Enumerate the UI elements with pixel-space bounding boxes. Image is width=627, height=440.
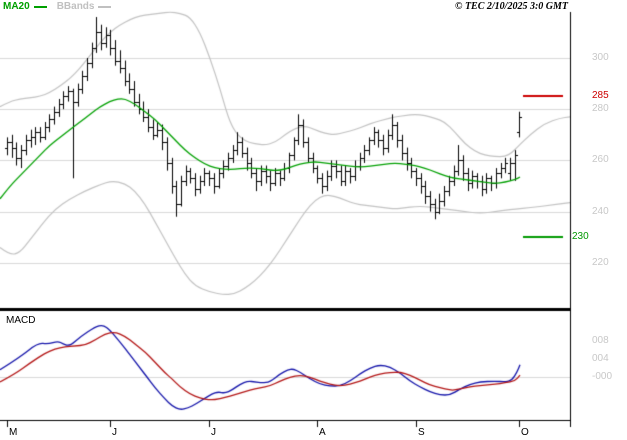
legend-label-ma20: MA20: [3, 1, 30, 12]
month-label: J: [112, 427, 117, 438]
month-label: O: [521, 427, 529, 438]
legend-swatch-bbands: [98, 5, 112, 8]
price-level-label: 285: [592, 90, 609, 101]
macd-panel-label: MACD: [6, 315, 36, 326]
legend-swatch-ma20: [33, 5, 47, 8]
copyright-text: © TEC 2/10/2025 3:0 GMT: [454, 1, 568, 12]
macd-tick-label: 004: [592, 353, 609, 364]
macd-tick-label: 008: [592, 335, 609, 346]
price-tick-label: 280: [592, 103, 609, 114]
macd-tick-label: -000: [592, 371, 613, 382]
legend-label-bbands: BBands: [56, 1, 95, 12]
month-label: S: [418, 427, 425, 438]
month-label: M: [9, 427, 18, 438]
price-level-label: 230: [572, 231, 589, 242]
chart-legend: MA20 BBands: [3, 1, 112, 12]
legend-item-ma20: MA20: [3, 1, 47, 12]
month-label: J: [211, 427, 216, 438]
price-tick-label: 240: [592, 206, 609, 217]
price-tick-label: 300: [592, 52, 609, 63]
price-tick-label: 260: [592, 154, 609, 165]
month-label: A: [319, 427, 326, 438]
legend-item-bbands: BBands: [57, 1, 112, 12]
price-tick-label: 220: [592, 257, 609, 268]
